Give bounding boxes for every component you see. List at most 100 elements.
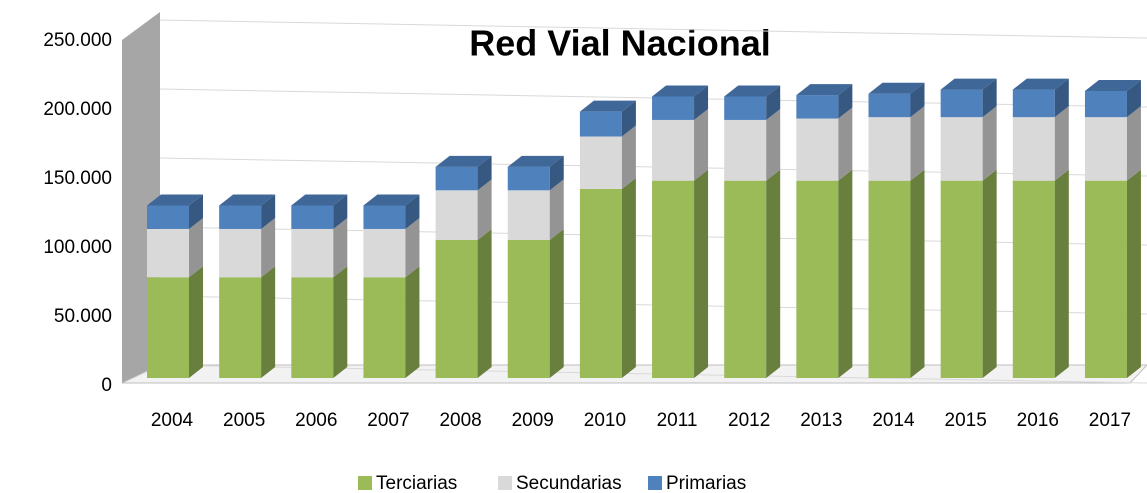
bar-side xyxy=(549,155,564,191)
bar xyxy=(724,119,767,181)
x-tick-label: 2009 xyxy=(512,410,554,431)
bar-side xyxy=(405,266,420,378)
x-tick-label: 2004 xyxy=(151,410,194,431)
x-tick-label: 2015 xyxy=(945,410,987,431)
bar-side xyxy=(621,177,636,378)
bar-side xyxy=(1126,169,1141,378)
bar-side xyxy=(333,266,348,378)
bar-side xyxy=(1126,106,1141,181)
legend-label: Primarias xyxy=(666,473,746,493)
bar-top xyxy=(507,155,564,167)
y-tick-label: 150.000 xyxy=(43,168,112,189)
bar-top xyxy=(724,85,781,97)
bar-side xyxy=(1126,79,1141,118)
bar-side xyxy=(1054,78,1069,118)
bar-side xyxy=(549,179,564,240)
bar-side xyxy=(694,85,709,120)
bar-side xyxy=(1054,169,1069,378)
bar-side xyxy=(621,125,636,189)
bar-side xyxy=(910,82,925,118)
bar xyxy=(724,180,767,378)
bar-side xyxy=(261,217,276,278)
bar-side xyxy=(477,179,492,240)
bar xyxy=(940,117,983,181)
x-tick-label: 2017 xyxy=(1089,410,1131,431)
bar-top xyxy=(940,78,997,90)
legend-swatch xyxy=(648,476,662,490)
bar-side xyxy=(838,107,853,181)
x-tick-label: 2006 xyxy=(295,410,337,431)
bar-side xyxy=(405,194,420,229)
bar xyxy=(219,205,262,229)
bar xyxy=(796,118,839,181)
bar xyxy=(435,190,478,240)
bar xyxy=(147,228,189,278)
x-tick-label: 2010 xyxy=(584,410,626,431)
bar-side xyxy=(333,194,348,229)
bar xyxy=(435,240,478,378)
bar-side xyxy=(910,106,925,181)
bar-top xyxy=(147,194,203,206)
bar xyxy=(1012,89,1055,118)
bar-side xyxy=(982,169,997,378)
y-tick-label: 50.000 xyxy=(54,306,112,327)
bar xyxy=(868,180,911,378)
x-tick-label: 2005 xyxy=(223,410,265,431)
bar xyxy=(435,166,478,191)
bar xyxy=(652,96,695,120)
bar-side xyxy=(189,266,203,378)
bar xyxy=(291,228,334,278)
y-tick-label: 100.000 xyxy=(43,237,112,258)
bar xyxy=(868,93,911,118)
x-tick-label: 2011 xyxy=(657,410,698,431)
bar xyxy=(507,166,550,191)
bar-side xyxy=(910,169,925,378)
y-tick-label: 0 xyxy=(101,375,112,396)
bar-side xyxy=(766,169,781,378)
bar-side xyxy=(982,78,997,118)
bar-side xyxy=(1054,106,1069,181)
x-tick-label: 2008 xyxy=(439,410,481,431)
bar xyxy=(652,119,695,181)
bar-side xyxy=(621,100,636,137)
legend-swatch xyxy=(498,476,512,490)
bar-top xyxy=(1084,79,1141,91)
bar-side xyxy=(261,194,276,229)
bar-top xyxy=(652,85,709,97)
bar-top xyxy=(363,194,420,206)
bar-side xyxy=(477,229,492,378)
bar-top xyxy=(579,100,636,112)
x-tick-label: 2016 xyxy=(1017,410,1059,431)
bar-side xyxy=(766,108,781,181)
bar-top xyxy=(435,155,492,167)
bar-side xyxy=(405,217,420,278)
x-tick-label: 2013 xyxy=(800,410,842,431)
legend-label: Terciarias xyxy=(376,473,457,493)
y-tick-label: 200.000 xyxy=(43,99,112,120)
bar-side xyxy=(838,169,853,378)
bar-top xyxy=(796,84,853,96)
bar xyxy=(940,180,983,378)
bar-top xyxy=(868,82,925,94)
bar xyxy=(363,277,406,378)
bar xyxy=(579,111,622,137)
bar-side xyxy=(189,217,203,278)
x-tick-label: 2007 xyxy=(367,410,409,431)
y-tick-label: 250.000 xyxy=(43,30,112,51)
bar-side xyxy=(694,108,709,181)
bar xyxy=(579,188,622,378)
bar xyxy=(1012,180,1055,378)
bar-side xyxy=(549,229,564,378)
bar xyxy=(219,277,262,378)
bar-top xyxy=(1012,78,1069,90)
bar xyxy=(219,228,262,278)
bar xyxy=(291,205,334,229)
bar xyxy=(724,96,767,120)
bar xyxy=(147,205,189,229)
bar-side xyxy=(261,266,276,378)
legend-label: Secundarias xyxy=(516,473,622,493)
bar xyxy=(868,117,911,181)
bar xyxy=(796,95,839,119)
bar-top xyxy=(219,194,276,206)
